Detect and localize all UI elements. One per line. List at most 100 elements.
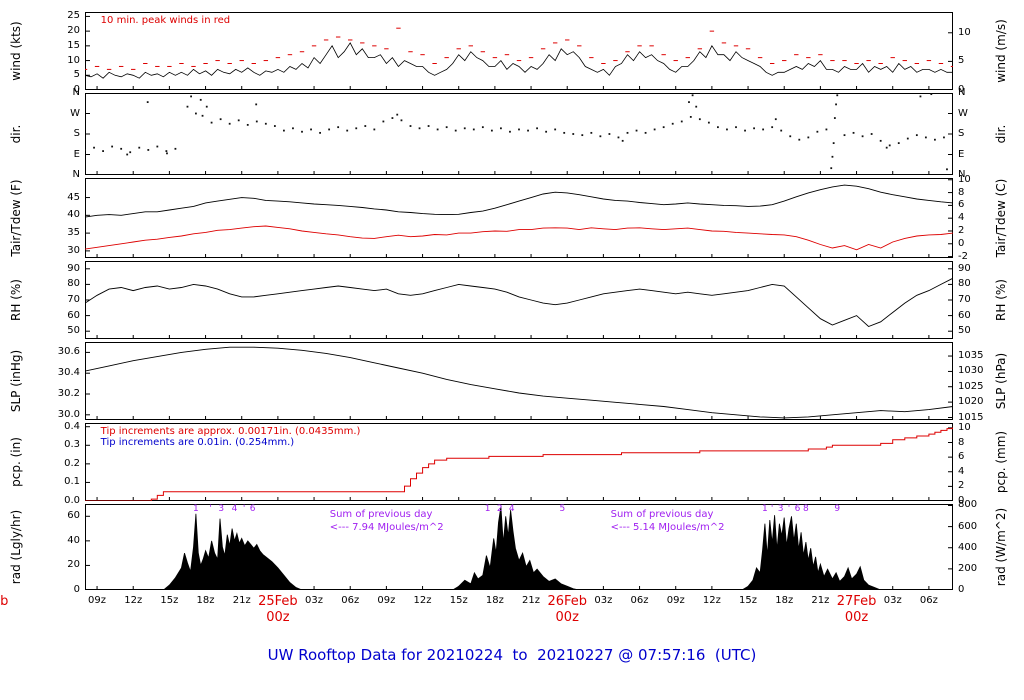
axis-title-left-rad: rad (Lgly/hr) [9,509,23,585]
annotation-line: Tip increments are 0.01in. (0.254mm.) [100,437,295,448]
axis-title-right-wind: wind (m/s) [994,19,1008,83]
series-sea-level-pressure [85,346,953,419]
annotation: ' [771,504,773,516]
y-tick-label: 30.4 [57,367,80,379]
annotation: 8 [803,504,809,516]
y-tick-label: 80 [67,278,80,290]
axis-title-left-dir: dir. [9,124,23,144]
annotation: 3 [218,504,224,516]
y-tick-label: 600 [958,520,978,532]
annotation-line: <--- 7.94 MJoules/m^2 [329,522,444,533]
y-tick-label: 30.2 [57,388,80,399]
y-tick-label: 0.3 [64,439,80,451]
y-tick-label: 20 [67,559,80,571]
annotation: 6 [250,504,256,516]
y-tick-label: 35 [67,227,80,239]
y-tick-label: N [72,169,80,180]
y-tick-label: 8 [958,436,965,448]
y-tick-label: 200 [958,562,978,574]
annotation-line: 1 [762,504,768,514]
x-date-line: 26Feb [547,594,587,609]
x-tick-label: 06z [630,595,649,606]
x-tick-label: 06z [341,595,360,606]
x-tick-label: 21z [232,595,251,606]
y-tick-label: 1020 [958,396,984,408]
series-precipitation [85,426,953,501]
y-tick-label: 5 [958,55,965,67]
y-tick-label: 90 [67,262,80,274]
panel-canvas-rh [85,261,953,339]
annotation: Tip increments are 0.01in. (0.254mm.) [101,436,295,449]
x-tick-label: 09z [666,595,685,606]
axis-title-left-wind: wind (kts) [9,21,23,81]
y-tick-label: 30.0 [57,408,80,420]
annotation-line: ' [787,504,791,514]
x-date-line: 00z [0,610,13,626]
y-tick-label: 10 [67,54,80,66]
y-tick-label: N [958,87,966,98]
y-tick-label: 0.1 [64,476,80,488]
annotation-line: 6 [794,504,801,514]
x-date-line: 00z [266,609,290,625]
panel-dir [85,93,953,175]
y-tick-label: 6 [958,199,965,211]
annotation: 10 min. peak winds in red [101,14,230,27]
axis-title-left-temp: Tair/Tdew (F) [9,179,23,257]
x-date-label: 26Feb 00z [543,594,591,625]
y-tick-label: 0 [958,237,965,249]
panel-canvas-slp [85,342,953,420]
x-tick-label: 09z [88,595,107,606]
series-solar-radiation [162,506,881,590]
annotation: 3 [778,504,784,516]
y-tick-label: 400 [958,541,978,553]
y-tick-label: 0 [958,584,965,595]
annotation-line: 10 min. peak winds in red [100,15,231,26]
y-tick-label: -2 [958,250,968,262]
annotation: Sum of previous day <--- 5.14 MJoules/m^2 [611,508,725,534]
x-tick-label: 03z [594,595,613,606]
series-air-temperature [85,184,953,218]
annotation-line: 4 [508,504,515,514]
axis-title-right-pcp: pcp. (mm) [994,430,1008,494]
y-tick-label: W [958,107,968,119]
annotation: Sum of previous day <--- 7.94 MJoules/m^2 [330,508,444,534]
annotation-line: Sum of previous day [610,509,714,520]
panel-slp [85,342,953,420]
y-tick-label: 60 [958,309,971,321]
annotation: 4 [232,504,238,516]
annotation: 1 [485,504,491,516]
y-tick-label: 1030 [958,365,984,377]
series-wind-direction [85,114,953,154]
y-tick-label: 70 [958,294,971,305]
axis-title-right-dir: dir. [994,124,1008,144]
y-tick-label: 0.0 [64,495,80,506]
axis-title-left-pcp: pcp. (in) [9,437,23,487]
annotation: ' [209,504,211,516]
y-tick-label: 0 [73,84,80,95]
y-tick-label: 50 [958,325,971,337]
x-tick-label: 18z [485,595,504,606]
y-tick-label: 6 [958,451,965,463]
y-tick-label: 10 [958,26,971,38]
annotation: 1 [762,504,768,516]
series-wind-direction-scatter [126,93,948,171]
annotation-line: 5 [559,504,566,514]
y-tick-label: S [958,128,965,139]
y-tick-label: 1035 [958,350,984,362]
annotation: ' [788,504,790,516]
y-tick-label: 30.6 [57,346,80,358]
y-tick-label: 800 [958,499,978,511]
annotation-line: 8 [803,504,809,514]
y-tick-label: 30 [67,244,80,256]
x-date-line: 00z [555,609,579,625]
x-tick-label: 09z [377,595,396,606]
y-tick-label: 0 [958,84,965,95]
y-tick-label: N [72,87,80,98]
axis-title-right-temp: Tair/Tdew (C) [994,178,1008,258]
annotation-line: 2 [496,504,503,514]
x-date-line: 00z [844,609,869,625]
annotation: 2 [497,504,503,516]
x-tick-label: 18z [196,595,215,606]
annotation-line: Tip increments are approx. 0.00171in. (0… [100,426,361,437]
y-tick-label: E [958,148,965,160]
